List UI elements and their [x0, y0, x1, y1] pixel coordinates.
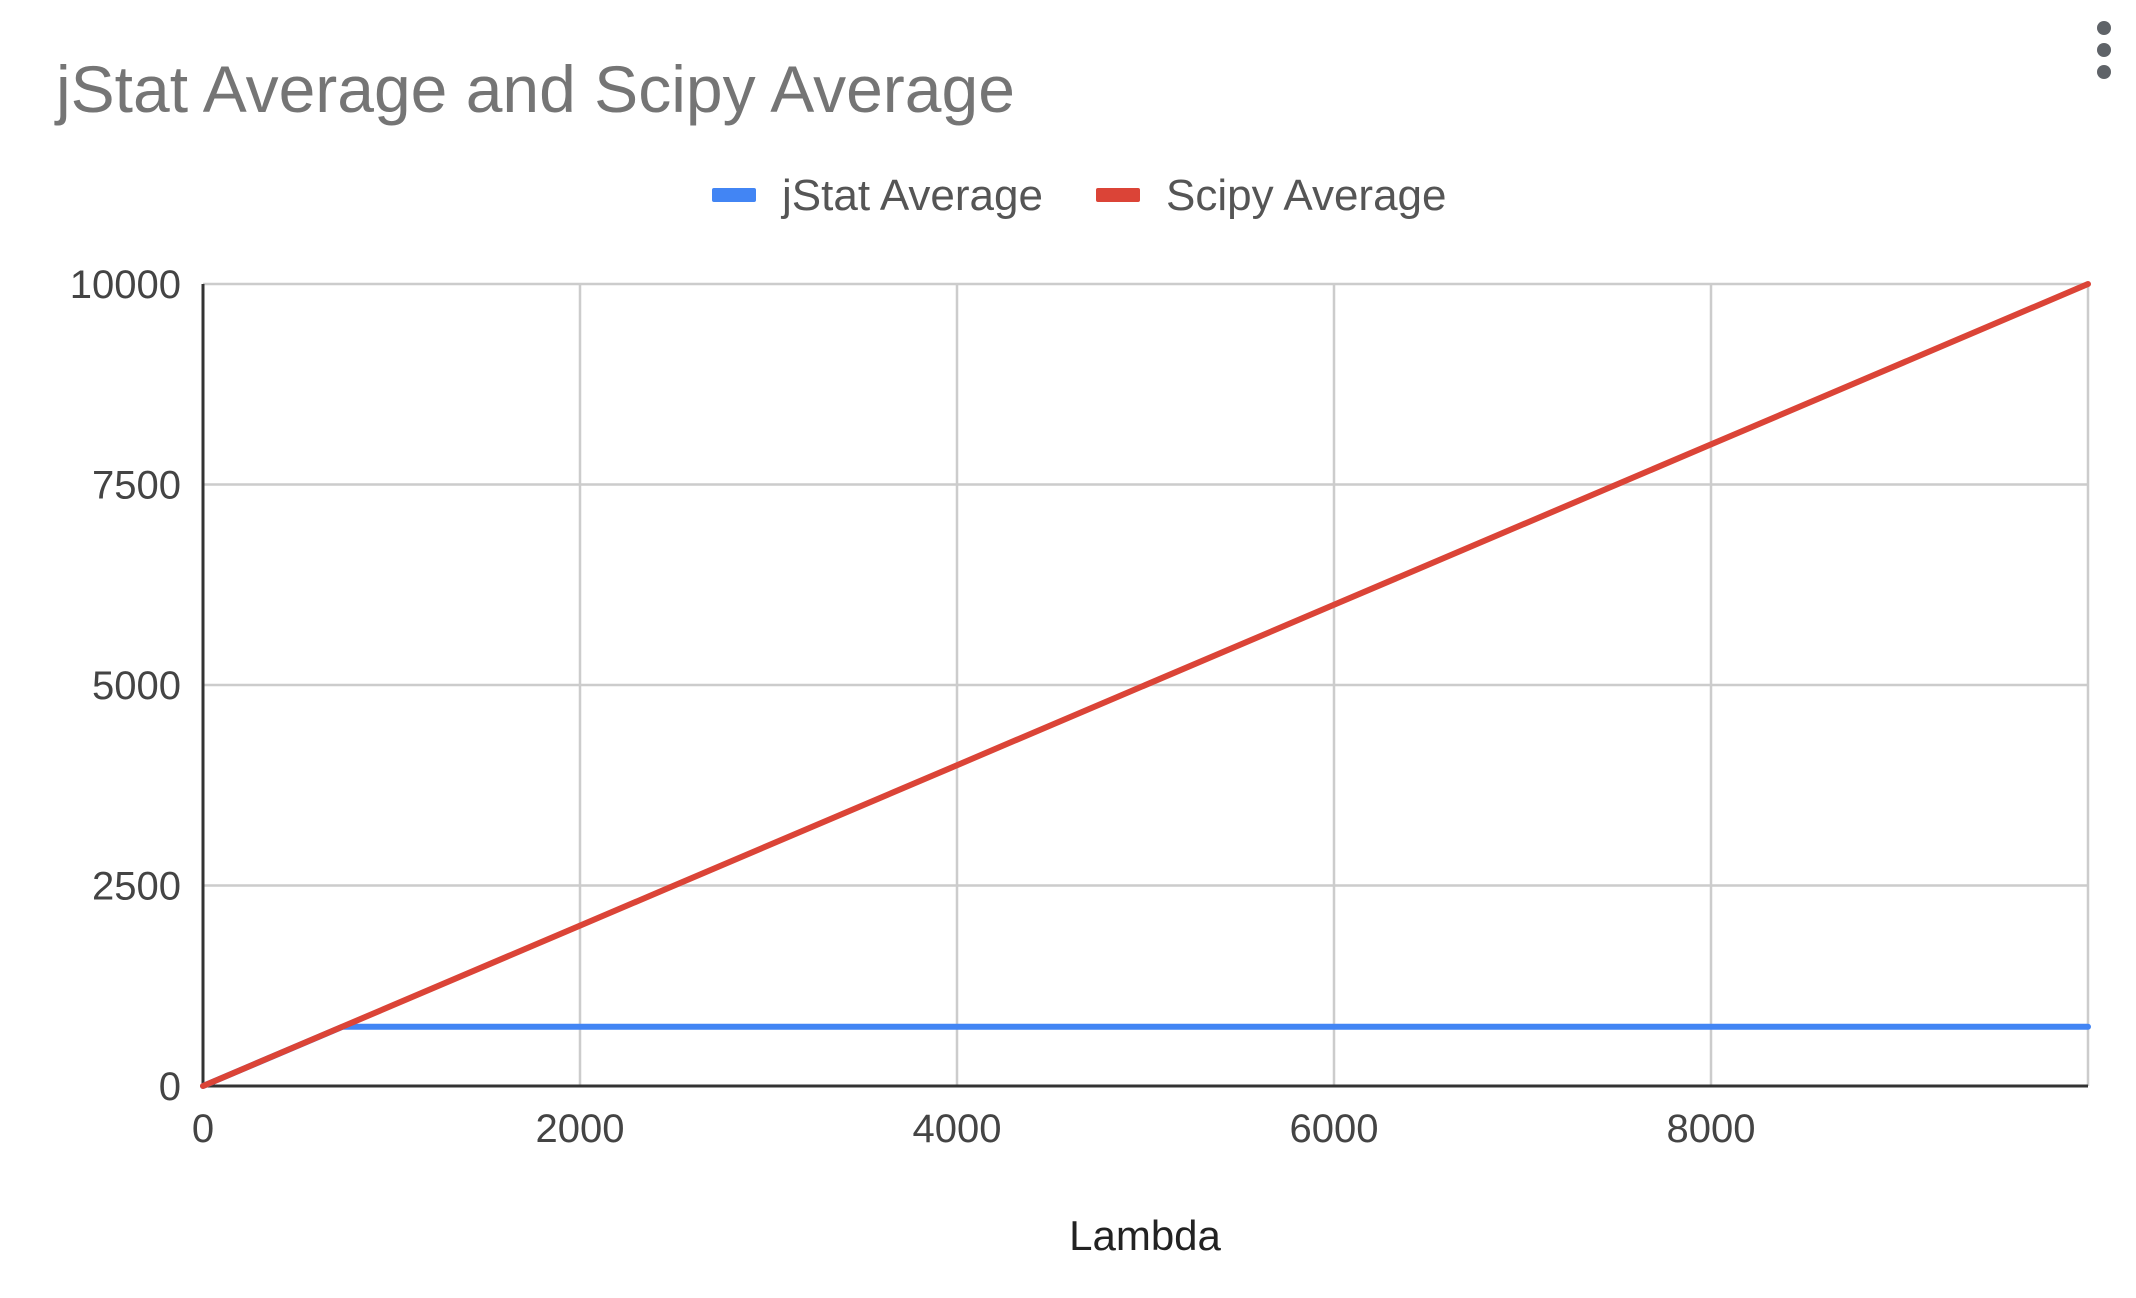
x-tick-label: 2000 [536, 1107, 625, 1151]
legend: jStat Average Scipy Average [712, 171, 1446, 220]
x-axis-title: Lambda [1069, 1212, 1221, 1259]
series-lines [200, 281, 2091, 1089]
chart-title: jStat Average and Scipy Average [54, 52, 1015, 126]
x-tick-label: 8000 [1667, 1107, 1756, 1151]
more-options-button[interactable] [2082, 10, 2126, 90]
legend-label: jStat Average [780, 171, 1043, 220]
y-tick-label: 0 [159, 1065, 181, 1109]
series-line-0 [200, 1023, 2091, 1089]
y-tick-label: 2500 [92, 865, 181, 909]
x-tick-label: 6000 [1290, 1107, 1379, 1151]
series-line-1 [200, 281, 2091, 1089]
x-tick-label: 0 [192, 1107, 214, 1151]
legend-swatch [1096, 188, 1140, 202]
tick-labels: 0 2500 5000 7500 10000 0 2000 4000 6000 8000 [70, 263, 1756, 1151]
legend-swatch [712, 188, 756, 202]
y-tick-label: 7500 [92, 464, 181, 508]
axes [201, 284, 2088, 1088]
legend-item: jStat Average [712, 171, 1043, 220]
y-tick-label: 10000 [70, 263, 181, 307]
legend-label: Scipy Average [1166, 171, 1446, 220]
x-tick-label: 4000 [913, 1107, 1002, 1151]
gridlines [203, 282, 2090, 1086]
y-tick-label: 5000 [92, 664, 181, 708]
more-vert-icon [2097, 21, 2111, 35]
legend-item: Scipy Average [1096, 171, 1446, 220]
